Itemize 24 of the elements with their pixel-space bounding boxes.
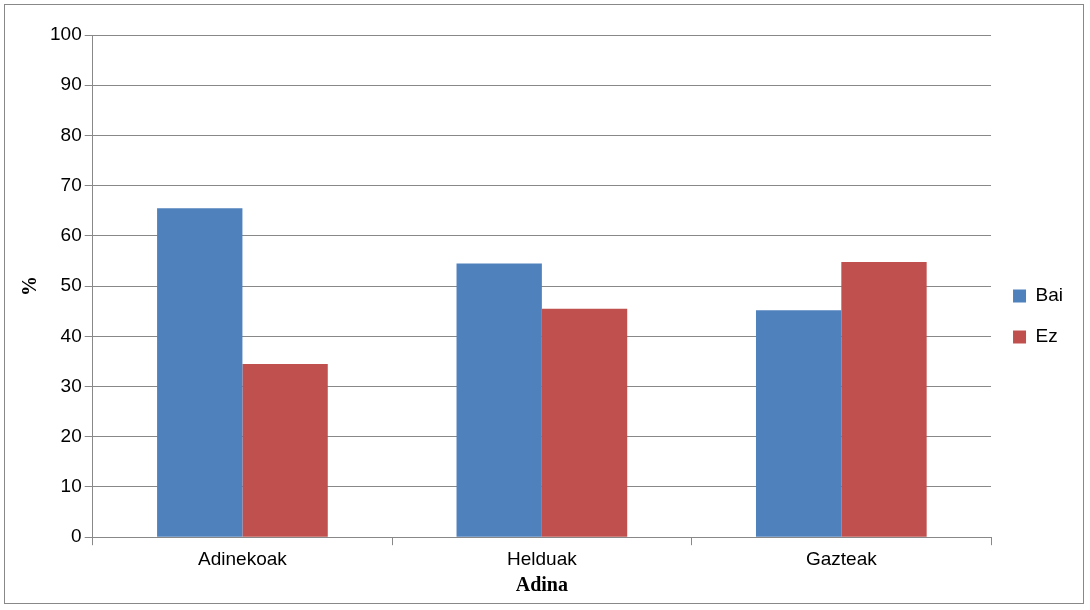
y-tick-label: 50 <box>60 274 82 296</box>
y-tick-label: 30 <box>60 374 82 396</box>
y-tick-label: 10 <box>60 475 82 497</box>
y-tick-label: 70 <box>60 173 82 195</box>
bar <box>755 310 842 537</box>
legend-label: Ez <box>1035 325 1058 347</box>
y-tick-label: 80 <box>60 123 82 145</box>
legend-label: Bai <box>1035 284 1064 306</box>
bar <box>541 308 628 537</box>
x-axis-title: Adina <box>515 573 568 596</box>
y-tick-label: 0 <box>71 525 82 547</box>
bar <box>841 261 927 537</box>
y-tick-label: 20 <box>60 424 82 446</box>
bar <box>242 363 328 537</box>
bar <box>456 263 542 537</box>
y-tick-label: 60 <box>60 224 82 246</box>
x-tick-label: Helduak <box>507 547 578 569</box>
y-tick-label: 100 <box>50 23 82 45</box>
x-tick-label: Gazteak <box>805 547 878 569</box>
y-tick-label: 40 <box>60 324 82 346</box>
y-tick-label: 90 <box>60 73 82 95</box>
x-tick-label: Adinekoak <box>198 547 288 569</box>
bar <box>157 208 243 537</box>
y-axis-title: % <box>18 276 41 297</box>
